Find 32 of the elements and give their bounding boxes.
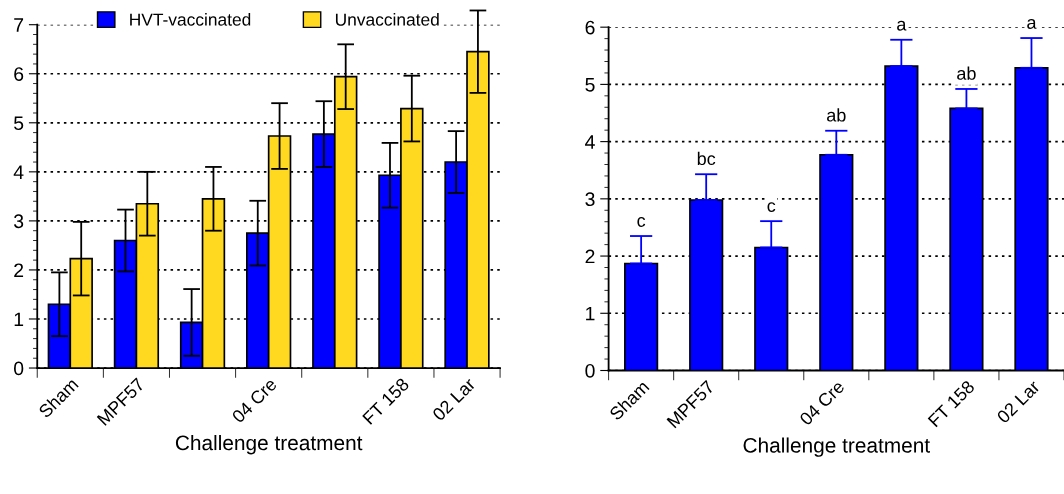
y-tick-label: 6: [14, 67, 24, 81]
x-tick-label: 02 Lar: [996, 379, 1041, 424]
annotation: a: [897, 20, 907, 31]
y-tick-label: 0: [13, 361, 24, 376]
y-tick-label: 3: [585, 192, 595, 207]
annotation: c: [637, 217, 646, 227]
y-tick-label: 4: [13, 165, 24, 179]
x-tick-label: 04 Cre: [231, 377, 278, 424]
y-tick-label: 1: [586, 306, 595, 321]
legend-label: Unvaccinated: [335, 12, 439, 26]
y-tick-label: 1: [14, 312, 24, 327]
y-tick-label: 6: [585, 20, 595, 35]
annotation: a: [1027, 19, 1037, 29]
legend-label: HVT-vaccinated: [130, 12, 251, 26]
annotation: ab: [957, 66, 976, 80]
annotation: bc: [697, 151, 716, 166]
y-tick-label: 2: [14, 263, 24, 277]
x-tick-label: 04 Cre: [798, 379, 846, 427]
annotation: c: [767, 202, 776, 213]
x-axis-title: Challenge treatment: [175, 434, 363, 455]
y-tick-label: 3: [13, 214, 24, 229]
x-axis-title: Challenge treatment: [743, 437, 930, 457]
y-tick-label: 7: [14, 18, 24, 32]
y-tick-label: 5: [14, 116, 24, 131]
y-tick-label: 5: [585, 78, 595, 92]
annotation: ab: [827, 108, 846, 122]
y-tick-label: 4: [585, 135, 595, 149]
y-tick-label: 2: [585, 249, 595, 264]
y-tick-label: 0: [585, 363, 595, 378]
x-tick-label: 02 Lar: [431, 376, 477, 422]
x-tick-label: FT 158: [927, 379, 976, 428]
x-tick-label: FT 158: [362, 377, 410, 425]
